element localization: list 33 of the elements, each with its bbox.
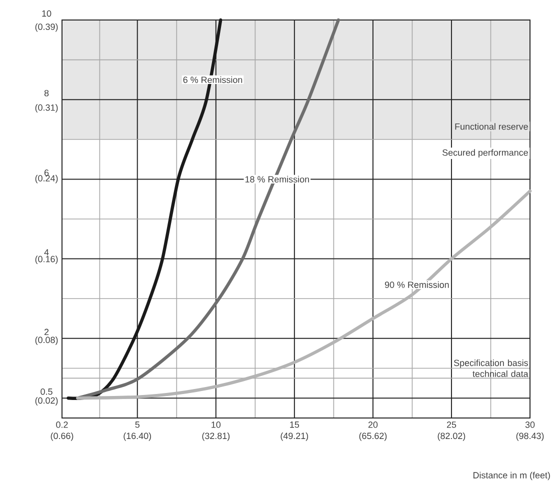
annotation: 90 % Remission bbox=[384, 281, 449, 288]
y2-tick-label: (0.31) bbox=[35, 104, 58, 113]
y2-tick-label: (0.24) bbox=[35, 174, 58, 184]
y-tick-label: 4 bbox=[44, 249, 49, 256]
x-tick-label: 0.2 bbox=[56, 422, 68, 428]
x2-tick-label: (0.66) bbox=[50, 432, 74, 441]
annotation: 6 % Remission bbox=[183, 76, 242, 83]
x2-tick-label: (32.81) bbox=[202, 432, 230, 441]
x2-tick-label: (65.62) bbox=[359, 432, 387, 441]
x-tick-label: 30 bbox=[525, 422, 535, 428]
annotation: Secured performance bbox=[442, 149, 528, 158]
x-tick-label: 20 bbox=[368, 422, 378, 428]
x-tick-label: 25 bbox=[446, 422, 456, 428]
y-tick-label: 10 bbox=[42, 10, 52, 17]
x-tick-label: 15 bbox=[290, 422, 300, 428]
x-tick-label: 10 bbox=[212, 422, 221, 428]
y2-tick-label: (0.08) bbox=[35, 336, 58, 345]
x2-tick-label: (16.40) bbox=[124, 432, 151, 441]
x2-tick-label: (98.43) bbox=[516, 432, 544, 441]
x-tick-label: 5 bbox=[135, 422, 140, 428]
annotation: 18 % Remission bbox=[245, 176, 309, 182]
y2-tick-label: (0.02) bbox=[35, 397, 58, 406]
x2-tick-label: (82.02) bbox=[438, 432, 466, 441]
y2-tick-label: (0.39) bbox=[35, 23, 58, 32]
x2-tick-label: (49.21) bbox=[280, 432, 308, 441]
y-tick-label: 2 bbox=[44, 328, 49, 336]
y-tick-label: 0.5 bbox=[40, 388, 52, 395]
band-label: Functional reserve bbox=[455, 123, 528, 130]
x-axis-title: Distance in m (feet) bbox=[473, 472, 550, 480]
y-tick-label: 8 bbox=[44, 90, 49, 96]
y-tick-label: 6 bbox=[44, 170, 49, 176]
y2-tick-label: (0.16) bbox=[35, 256, 58, 264]
annotation: Specification basis technical data bbox=[454, 359, 528, 378]
